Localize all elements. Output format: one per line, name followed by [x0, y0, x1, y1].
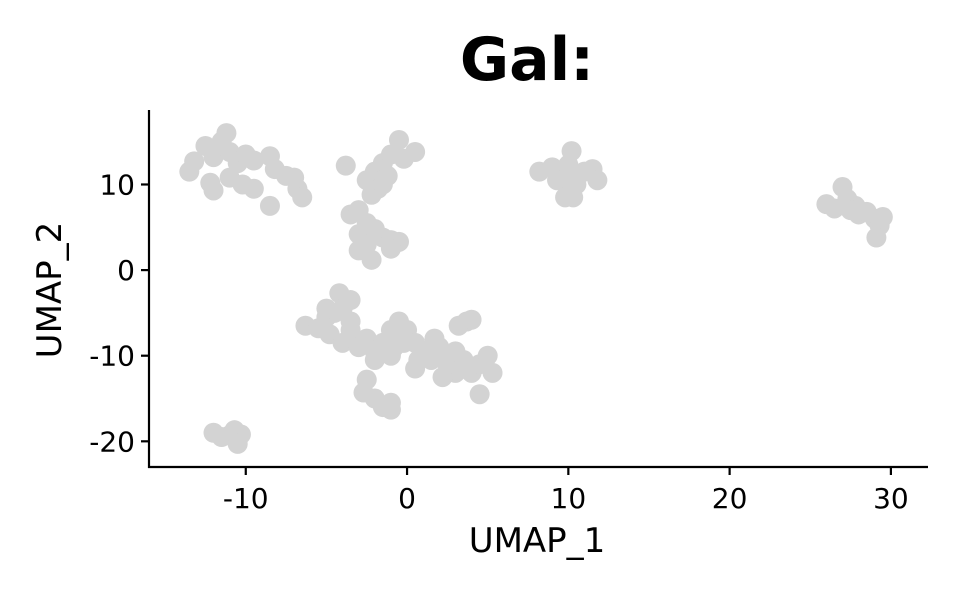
data-point	[587, 170, 608, 191]
data-point	[203, 147, 224, 168]
data-point	[227, 433, 248, 454]
data-points	[179, 123, 893, 454]
data-point	[203, 180, 224, 201]
data-point	[424, 328, 445, 349]
x-tick-label: 10	[551, 482, 587, 515]
data-point	[384, 337, 405, 358]
y-tick-label: -20	[89, 425, 135, 458]
y-tick-label: -10	[89, 340, 135, 373]
data-point	[561, 141, 582, 162]
data-point	[872, 207, 893, 228]
data-point	[840, 200, 861, 221]
y-tick-label: 10	[99, 168, 135, 201]
data-point	[184, 151, 205, 172]
data-point	[445, 341, 466, 362]
data-point	[340, 290, 361, 311]
data-point	[380, 392, 401, 413]
data-point	[259, 195, 280, 216]
x-tick-label: 20	[712, 482, 748, 515]
y-axis-label: UMAP_2	[30, 222, 70, 359]
data-point	[866, 227, 887, 248]
x-axis-ticks: -10 0 10 20 30	[223, 467, 909, 515]
data-point	[243, 178, 264, 199]
data-point	[292, 187, 313, 208]
data-point	[216, 123, 237, 144]
data-point	[364, 349, 385, 370]
chart-title: Gal:	[460, 25, 594, 95]
x-tick-label: 30	[873, 482, 909, 515]
data-point	[461, 309, 482, 330]
data-point	[469, 384, 490, 405]
data-point	[408, 349, 429, 370]
x-axis-label: UMAP_1	[469, 521, 606, 561]
data-point	[316, 298, 337, 319]
data-point	[566, 174, 587, 195]
data-point	[405, 141, 426, 162]
data-point	[388, 129, 409, 150]
x-tick-label: 0	[398, 482, 416, 515]
data-point	[477, 345, 498, 366]
y-axis-ticks: -20 -10 0 10	[89, 168, 149, 458]
data-point	[482, 362, 503, 383]
y-tick-label: 0	[117, 254, 135, 287]
data-point	[372, 174, 393, 195]
data-point	[340, 311, 361, 332]
data-point	[243, 150, 264, 171]
data-point	[432, 367, 453, 388]
data-point	[361, 249, 382, 270]
x-tick-label: -10	[223, 482, 269, 515]
data-point	[335, 155, 356, 176]
data-point	[380, 238, 401, 259]
